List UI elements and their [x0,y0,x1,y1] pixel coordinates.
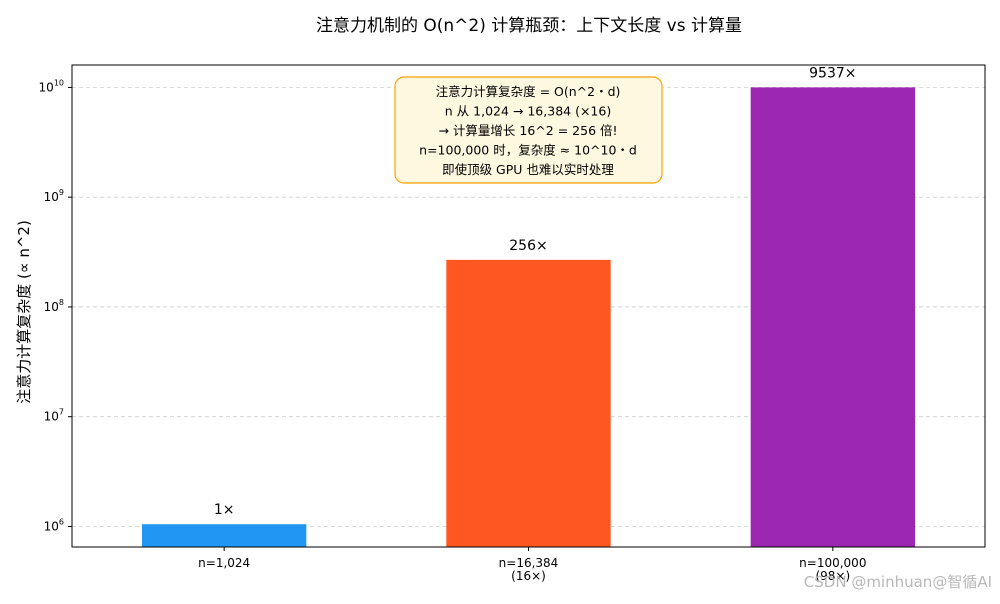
x-tick-label: n=100,000 (98×) [799,556,866,583]
y-tick-label: 108 [44,298,64,314]
annotation-box: 注意力计算复杂度 = O(n^2・d) n 从 1,024 → 16,384 (×… [394,76,663,184]
annotation-line: → 计算量增长 16^2 = 256 倍! [438,123,617,138]
x-tick-label: n=16,384 (16×) [499,556,559,583]
bar [446,259,611,547]
annotation-line: n=100,000 时，复杂度 ≈ 10^10・d [419,143,637,158]
bar-value-labels: 1× 256× 9537× [214,65,857,518]
x-tick-label: n=1,024 [198,556,250,570]
y-tick-label: 1010 [39,78,64,94]
bar-value-label: 9537× [809,65,856,81]
annotation-line: 即使顶级 GPU 也难以实时处理 [442,162,614,177]
bar-value-label: 1× [214,502,235,518]
watermark: CSDN @minhuan@智循AI [804,573,992,591]
y-axis-label: 注意力计算复杂度 (∝ n^2) [15,220,33,404]
annotation-line: 注意力计算复杂度 = O(n^2・d) [436,84,621,99]
annotation-line: n 从 1,024 → 16,384 (×16) [445,104,611,119]
chart-title: 注意力机制的 O(n^2) 计算瓶颈：上下文长度 vs 计算量 [316,16,742,36]
y-tick-label: 107 [44,408,64,424]
annotation-frame [394,76,663,184]
bar-value-label: 256× [509,238,547,254]
y-tick-label: 106 [44,517,64,533]
bar [141,524,307,547]
bar [750,87,916,548]
y-tick-label: 109 [44,188,64,204]
x-axis-ticks: n=1,024 n=16,384 (16×) n=100,000 (98×) [198,547,866,583]
y-axis-ticks: 106 107 108 109 1010 [39,78,72,533]
bars [141,87,916,548]
